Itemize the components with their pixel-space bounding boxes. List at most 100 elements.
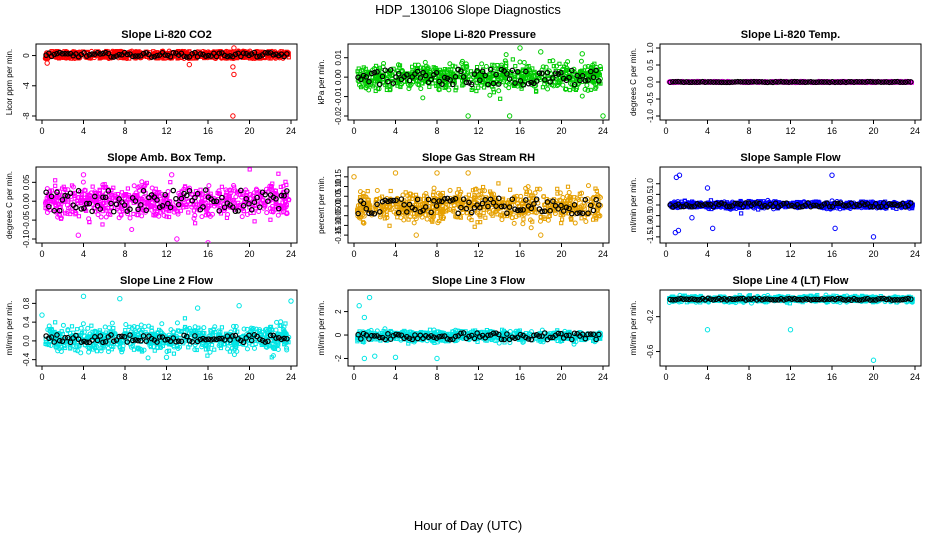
reference-point <box>710 203 717 210</box>
reference-point <box>587 202 594 209</box>
outlier-point <box>174 236 180 242</box>
reference-point <box>422 204 429 210</box>
data-point <box>502 58 508 64</box>
data-point <box>484 206 490 212</box>
reference-point <box>108 200 114 207</box>
data-point <box>361 220 367 226</box>
reference-point <box>374 69 380 75</box>
outlier-point <box>465 170 471 176</box>
reference-point <box>382 197 388 204</box>
reference-point <box>872 79 879 85</box>
data-point <box>545 217 551 223</box>
data-point <box>275 203 281 209</box>
data-point <box>585 87 591 93</box>
data-point <box>112 193 118 199</box>
data-point <box>389 72 395 78</box>
data-point <box>578 203 584 209</box>
reference-point <box>894 78 901 85</box>
data-point <box>447 187 453 193</box>
reference-point <box>401 201 407 208</box>
data-point <box>579 216 584 221</box>
data-point <box>256 208 262 214</box>
reference-point <box>835 79 841 85</box>
data-point <box>207 213 213 219</box>
reference-point <box>762 202 768 209</box>
reference-point <box>235 208 241 214</box>
data-point <box>373 76 378 81</box>
data-point <box>579 93 585 99</box>
data-point <box>469 217 474 223</box>
data-point <box>360 220 366 225</box>
data-point <box>513 64 518 69</box>
reference-point <box>265 198 271 204</box>
data-point <box>518 193 524 199</box>
data-point <box>593 217 599 222</box>
data-point <box>557 61 562 66</box>
data-point <box>483 215 488 220</box>
reference-point <box>520 82 526 88</box>
reference-point <box>159 203 166 209</box>
reference-point <box>48 193 55 200</box>
reference-point <box>848 78 855 85</box>
reference-point <box>444 75 451 82</box>
reference-point <box>780 200 787 207</box>
data-point <box>816 199 821 204</box>
reference-point <box>284 51 290 57</box>
data-point <box>116 215 122 221</box>
data-point <box>454 85 459 90</box>
reference-point <box>132 198 139 204</box>
reference-point <box>832 79 838 86</box>
data-point <box>216 191 222 196</box>
reference-point <box>477 204 483 211</box>
data-point <box>70 191 76 197</box>
x-tick-label: 20 <box>556 249 566 259</box>
data-point <box>532 210 537 215</box>
reference-point <box>221 204 228 211</box>
data-point <box>524 191 529 196</box>
reference-point <box>54 189 60 196</box>
data-point <box>424 216 430 222</box>
reference-point <box>810 202 817 209</box>
reference-point <box>555 206 562 212</box>
data-point <box>357 215 363 221</box>
data-point <box>572 195 577 200</box>
reference-point <box>780 79 787 85</box>
reference-point <box>154 197 160 203</box>
outlier-point <box>231 45 237 51</box>
reference-point <box>897 201 903 208</box>
reference-point <box>138 202 144 208</box>
data-point <box>473 186 479 192</box>
reference-point <box>468 209 475 216</box>
data-point <box>397 209 403 215</box>
outlier-point <box>672 229 679 236</box>
reference-point <box>875 204 882 210</box>
reference-point <box>490 80 497 87</box>
data-point <box>465 211 470 216</box>
y-tick-label: 1.0 <box>646 178 655 190</box>
reference-point <box>59 50 66 57</box>
reference-point <box>202 187 209 193</box>
reference-point <box>789 202 795 209</box>
data-point <box>234 190 239 195</box>
reference-point <box>100 194 106 201</box>
data-point <box>441 73 447 79</box>
data-point <box>505 200 511 205</box>
data-point <box>596 205 602 211</box>
reference-point <box>837 79 844 85</box>
reference-point <box>428 76 434 83</box>
data-point <box>675 199 681 205</box>
reference-point <box>273 196 279 202</box>
reference-point <box>743 200 749 206</box>
reference-point <box>889 79 895 85</box>
reference-point <box>724 79 730 86</box>
data-point <box>382 216 388 221</box>
data-point <box>490 213 495 218</box>
data-point <box>460 209 466 215</box>
data-point <box>239 214 245 220</box>
y-tick-label: 0.15 <box>334 168 343 184</box>
data-point <box>499 76 504 81</box>
data-point <box>498 96 503 101</box>
data-point <box>529 71 534 76</box>
reference-point <box>75 187 82 194</box>
data-point <box>547 59 552 64</box>
